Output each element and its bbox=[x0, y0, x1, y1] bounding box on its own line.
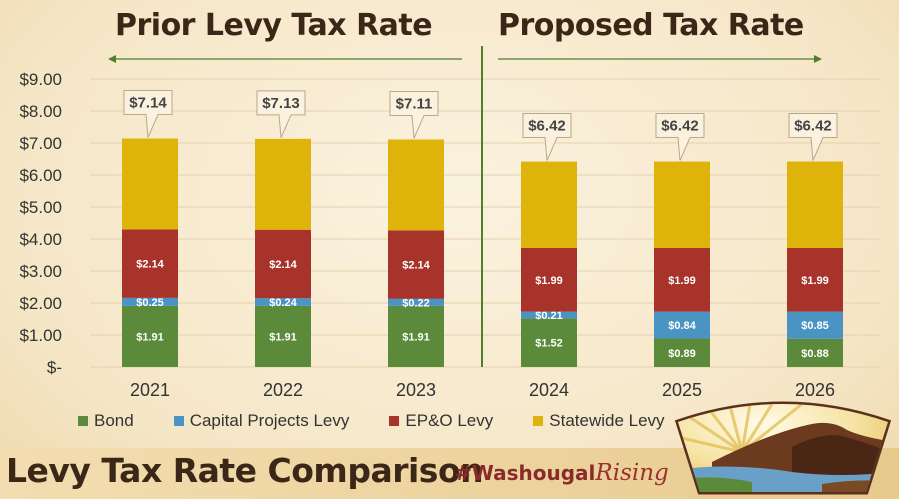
bar-segment bbox=[787, 338, 843, 367]
bar-segment bbox=[787, 161, 843, 248]
y-tick-label: $- bbox=[47, 358, 62, 377]
y-tick-label: $8.00 bbox=[19, 102, 62, 121]
bar-segment bbox=[255, 298, 311, 306]
prior-arrow-head-icon bbox=[108, 55, 116, 63]
data-label: $0.88 bbox=[801, 348, 829, 360]
bar-segment bbox=[521, 311, 577, 319]
bar-segment bbox=[654, 311, 710, 339]
bar-segment bbox=[654, 247, 710, 312]
bar-segment bbox=[654, 161, 710, 248]
hashtag-prefix: #Washougal bbox=[455, 461, 596, 485]
legend-item-epo: EP&O Levy bbox=[389, 411, 493, 431]
bar-segment bbox=[787, 247, 843, 312]
y-tick-label: $7.00 bbox=[19, 134, 62, 153]
bar-segment bbox=[654, 338, 710, 367]
data-label: $1.91 bbox=[269, 331, 297, 343]
y-tick-label: $9.00 bbox=[19, 70, 62, 89]
x-tick-label: 2023 bbox=[396, 380, 436, 400]
data-label: $1.91 bbox=[136, 331, 164, 343]
total-callout-box bbox=[788, 113, 838, 161]
data-label: $2.14 bbox=[136, 259, 164, 271]
data-label: $2.14 bbox=[402, 260, 430, 272]
data-label: $1.99 bbox=[801, 275, 829, 287]
legend-item-statewide: Statewide Levy bbox=[533, 411, 665, 431]
total-label: $7.14 bbox=[129, 95, 167, 112]
bar-segment bbox=[388, 298, 444, 306]
bar-segment bbox=[122, 297, 178, 306]
legend-label-epo: EP&O Levy bbox=[405, 411, 494, 430]
x-tick-label: 2025 bbox=[662, 380, 702, 400]
data-label: $0.21 bbox=[535, 310, 563, 322]
bar-segment bbox=[122, 305, 178, 367]
bar-segment bbox=[255, 229, 311, 299]
total-callout-box bbox=[655, 113, 705, 161]
data-label: $1.99 bbox=[535, 275, 563, 287]
bar-segment bbox=[521, 247, 577, 312]
y-tick-label: $1.00 bbox=[19, 326, 62, 345]
total-label: $6.42 bbox=[794, 118, 832, 135]
bar-segment bbox=[122, 138, 178, 230]
x-tick-label: 2022 bbox=[263, 380, 303, 400]
bar-segment bbox=[255, 305, 311, 367]
bar-segment bbox=[255, 138, 311, 230]
y-tick-label: $2.00 bbox=[19, 294, 62, 313]
legend-swatch-bond bbox=[78, 416, 88, 426]
bar-segment bbox=[388, 139, 444, 231]
legend-swatch-epo bbox=[389, 416, 400, 426]
proposed-rate-header: Proposed Tax Rate bbox=[498, 8, 804, 43]
washougal-rising-hashtag: #WashougalRising bbox=[455, 460, 669, 486]
total-callout-box bbox=[389, 90, 439, 139]
bar-segment bbox=[388, 305, 444, 367]
legend-label-capital-projects: Capital Projects Levy bbox=[189, 411, 350, 430]
hashtag-script: Rising bbox=[595, 460, 669, 486]
data-label: $0.24 bbox=[269, 297, 297, 309]
y-tick-label: $6.00 bbox=[19, 166, 62, 185]
bar-segment bbox=[122, 229, 178, 298]
x-tick-label: 2021 bbox=[130, 380, 170, 400]
bar-segment bbox=[521, 161, 577, 248]
y-tick-label: $5.00 bbox=[19, 198, 62, 217]
data-label: $1.52 bbox=[535, 338, 563, 350]
legend-swatch-capital-projects bbox=[173, 416, 184, 426]
total-label: $7.13 bbox=[262, 95, 300, 112]
legend-swatch-statewide bbox=[533, 416, 544, 426]
chart-legend: Bond Capital Projects Levy EP&O Levy Sta… bbox=[78, 410, 705, 432]
x-tick-label: 2024 bbox=[529, 380, 569, 400]
prior-levy-header: Prior Levy Tax Rate bbox=[115, 8, 433, 43]
data-label: $0.22 bbox=[402, 297, 430, 309]
data-label: $0.85 bbox=[801, 320, 829, 332]
y-tick-label: $4.00 bbox=[19, 230, 62, 249]
data-label: $0.25 bbox=[136, 297, 164, 309]
washougal-landscape-logo-icon bbox=[674, 401, 892, 495]
x-tick-label: 2026 bbox=[795, 380, 835, 400]
bar-segment bbox=[388, 230, 444, 299]
total-callout-box bbox=[256, 90, 306, 139]
total-label: $6.42 bbox=[661, 118, 699, 135]
footer-title: Levy Tax Rate Comparison bbox=[6, 451, 484, 490]
data-label: $0.89 bbox=[668, 348, 696, 360]
bar-segment bbox=[787, 311, 843, 339]
data-label: $1.99 bbox=[668, 275, 696, 287]
data-label: $1.91 bbox=[402, 331, 430, 343]
legend-label-bond: Bond bbox=[94, 411, 134, 430]
total-label: $6.42 bbox=[528, 118, 566, 135]
bar-segment bbox=[521, 318, 577, 367]
data-label: $0.84 bbox=[668, 320, 696, 332]
legend-item-bond: Bond bbox=[78, 411, 134, 431]
total-callout-box bbox=[123, 90, 173, 138]
total-label: $7.11 bbox=[396, 95, 433, 112]
legend-label-statewide: Statewide Levy bbox=[549, 411, 665, 430]
legend-item-capital-projects: Capital Projects Levy bbox=[173, 411, 350, 431]
data-label: $2.14 bbox=[269, 259, 297, 271]
proposed-arrow-head-icon bbox=[814, 55, 822, 63]
y-tick-label: $3.00 bbox=[19, 262, 62, 281]
total-callout-box bbox=[522, 113, 572, 161]
